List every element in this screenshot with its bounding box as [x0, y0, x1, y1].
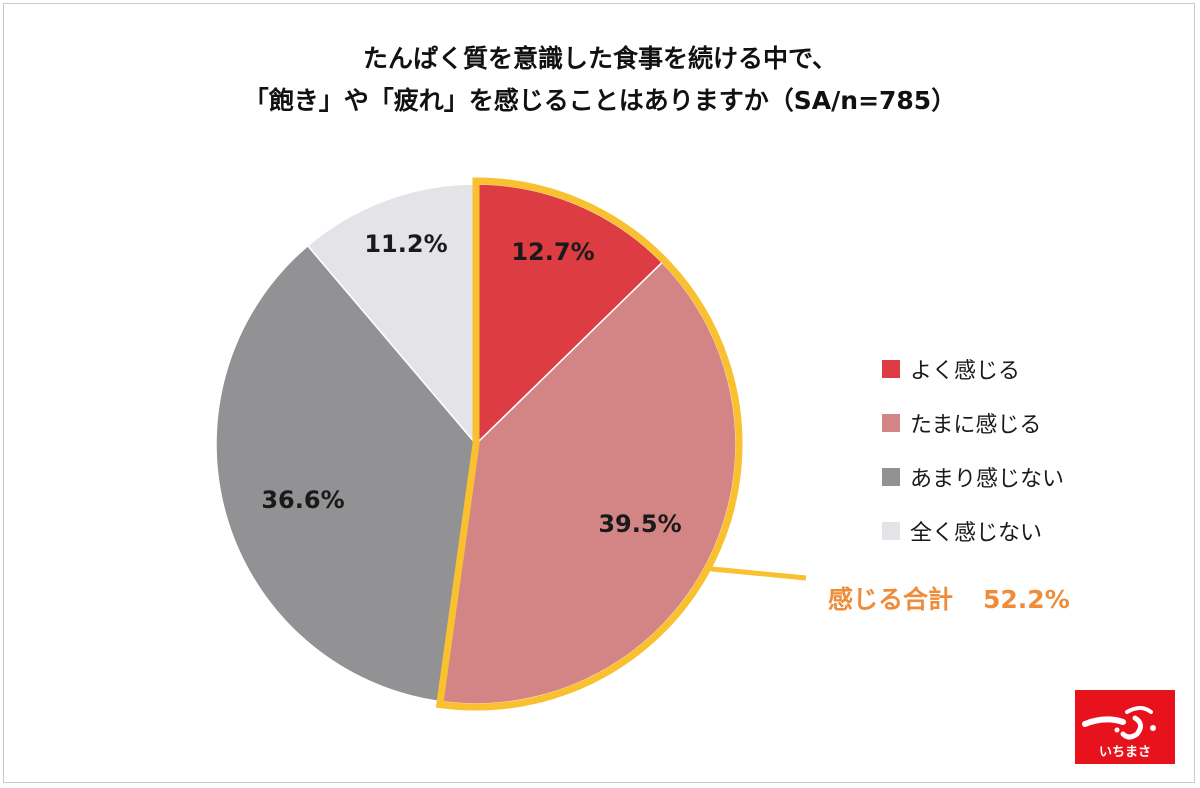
- callout-line: [710, 566, 807, 581]
- legend-item-rarely: あまり感じない: [882, 450, 1064, 504]
- pie-label-often: 12.7%: [511, 238, 594, 266]
- pie-label-never: 11.2%: [364, 230, 447, 258]
- logo-text: いちまさ: [1099, 745, 1151, 760]
- total-callout-label: 感じる合計: [828, 585, 954, 614]
- legend-label-rarely: あまり感じない: [910, 467, 1065, 492]
- legend-swatch-never: [882, 522, 900, 540]
- legend-swatch-often: [882, 360, 900, 378]
- chart-title: たんぱく質を意識した食事を続ける中で、 「飽き」や「疲れ」を感じることはあります…: [0, 38, 1200, 122]
- total-callout: 感じる合計 52.2%: [828, 580, 1070, 616]
- legend-item-often: よく感じる: [882, 342, 1064, 396]
- legend-swatch-rarely: [882, 468, 900, 486]
- pie-label-rarely: 36.6%: [261, 486, 344, 514]
- legend-swatch-sometimes: [882, 414, 900, 432]
- legend-label-never: 全く感じない: [910, 521, 1043, 546]
- pie-slice-never: [306, 183, 477, 447]
- ichimasa-logo: いちまさ: [1075, 690, 1175, 764]
- legend: よく感じる たまに感じる あまり感じない 全く感じない: [882, 342, 1064, 558]
- chart-title-line-1: たんぱく質を意識した食事を続ける中で、: [362, 44, 837, 73]
- highlight-outline: [435, 177, 743, 711]
- legend-item-sometimes: たまに感じる: [882, 396, 1064, 450]
- legend-label-often: よく感じる: [910, 359, 1021, 384]
- total-callout-value: 52.2%: [983, 585, 1070, 614]
- pie-label-sometimes: 39.5%: [598, 510, 681, 538]
- chart-title-line-2: 「飽き」や「疲れ」を感じることはありますか（SA/n=785）: [243, 86, 957, 115]
- logo-background: [1075, 690, 1175, 764]
- legend-item-never: 全く感じない: [882, 504, 1064, 558]
- legend-label-sometimes: たまに感じる: [910, 413, 1042, 438]
- pie-slice-rarely: [215, 244, 477, 703]
